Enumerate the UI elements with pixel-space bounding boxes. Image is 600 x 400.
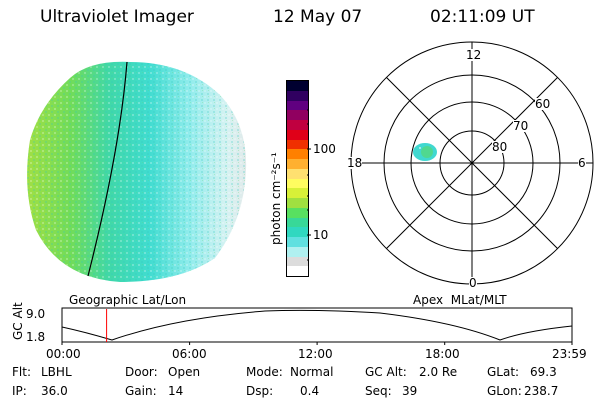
- colorbar-swatch: [287, 110, 308, 120]
- timeline-xtick-0600: 06:00: [172, 347, 207, 361]
- seq-value: 39: [402, 384, 418, 398]
- door-label: Door:: [125, 365, 158, 379]
- mode-value: Normal: [290, 365, 334, 379]
- colorbar-swatch: [287, 159, 308, 169]
- colorbar-swatch: [287, 266, 308, 276]
- instrument-title: Ultraviolet Imager: [40, 7, 194, 27]
- mlt-label-0: 0: [469, 276, 477, 290]
- timeline-ytick-top: 9.0: [26, 307, 46, 321]
- colorbar: [286, 80, 309, 277]
- colorbar-tick-100: 100: [313, 142, 336, 156]
- timeline-ylabel: GC Alt: [11, 302, 25, 340]
- glon-label: GLon:: [487, 384, 522, 398]
- colorbar-swatch: [287, 188, 308, 198]
- colorbar-swatch: [287, 227, 308, 237]
- glat-value: 69.3: [530, 365, 557, 379]
- flt-label: Flt:: [12, 365, 31, 379]
- colorbar-swatch: [287, 81, 308, 91]
- mode-label: Mode:: [246, 365, 283, 379]
- colorbar-swatch: [287, 198, 308, 208]
- timeline-xtick-0000: 00:00: [46, 347, 81, 361]
- timeline-ytick-bottom: 1.8: [26, 330, 46, 344]
- lat-label-70: 70: [513, 119, 529, 133]
- gain-label: Gain:: [125, 384, 157, 398]
- gcalt-label: GC Alt:: [365, 365, 407, 379]
- gain-value: 14: [168, 384, 184, 398]
- timeline-xtick-2359: 23:59: [552, 347, 587, 361]
- colorbar-swatch: [287, 100, 308, 111]
- timeline-xtick-1800: 18:00: [425, 347, 460, 361]
- door-value: Open: [168, 365, 201, 379]
- colorbar-swatch: [287, 168, 308, 179]
- lat-label-80: 80: [492, 140, 508, 154]
- glat-label: GLat:: [487, 365, 520, 379]
- geographic-label: Geographic Lat/Lon: [69, 293, 187, 307]
- colorbar-swatch: [287, 256, 308, 267]
- timeline-xtick-1200: 12:00: [298, 347, 333, 361]
- auroral-blob: [413, 143, 437, 161]
- colorbar-swatch: [287, 237, 308, 247]
- colorbar-swatch: [287, 90, 308, 101]
- mlt-label-18: 18: [347, 156, 363, 170]
- altitude-curve: [61, 309, 573, 341]
- colorbar-tick-10: 10: [313, 228, 329, 242]
- time-label: 02:11:09 UT: [430, 7, 535, 27]
- glon-value: 238.7: [524, 384, 559, 398]
- colorbar-swatch: [287, 139, 308, 150]
- lat-label-60: 60: [535, 97, 551, 111]
- mlt-label-12: 12: [466, 48, 482, 62]
- colorbar-swatch: [287, 129, 308, 140]
- colorbar-swatch: [287, 217, 308, 228]
- flt-value: LBHL: [41, 365, 72, 379]
- dsp-label: Dsp:: [246, 384, 274, 398]
- colorbar-swatch: [287, 149, 308, 159]
- seq-label: Seq:: [365, 384, 392, 398]
- apex-label: Apex MLat/MLT: [413, 293, 507, 307]
- ip-label: IP:: [12, 384, 27, 398]
- colorbar-swatch: [287, 207, 308, 218]
- mlt-label-6: 6: [578, 156, 586, 170]
- date-label: 12 May 07: [273, 7, 363, 27]
- terminator-line: [87, 61, 128, 277]
- ip-value: 36.0: [41, 384, 68, 398]
- colorbar-swatch: [287, 246, 308, 257]
- gcalt-value: 2.0 Re: [419, 365, 458, 379]
- dsp-value: 0.4: [300, 384, 320, 398]
- colorbar-swatch: [287, 178, 308, 189]
- colorbar-swatch: [287, 120, 308, 130]
